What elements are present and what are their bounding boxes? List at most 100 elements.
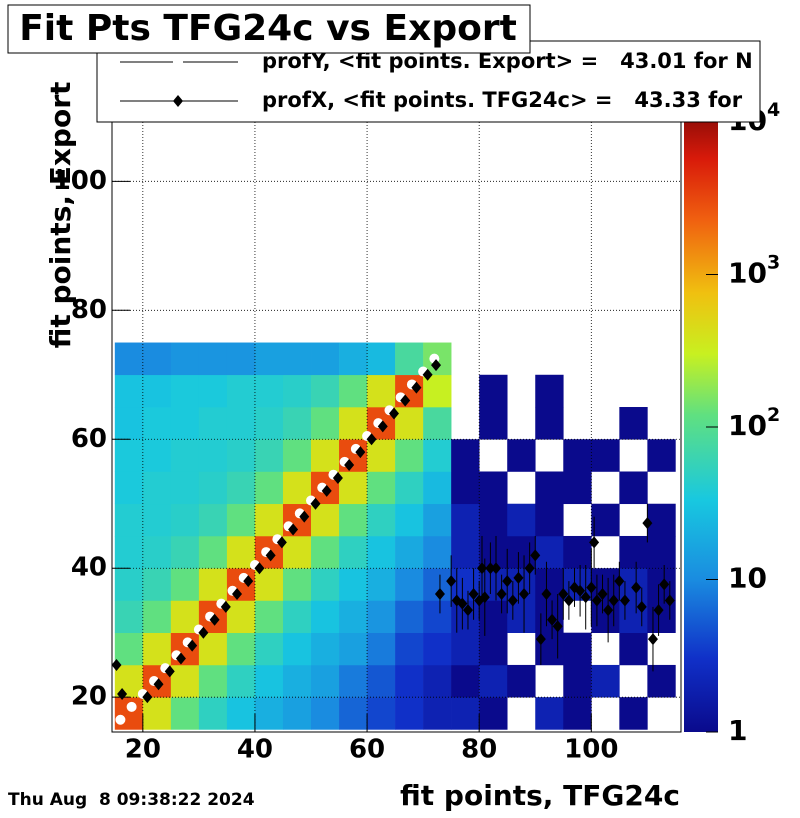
heatmap-cell bbox=[395, 632, 424, 666]
profile-point bbox=[496, 588, 507, 601]
color-bar-label-exponent: 4 bbox=[767, 99, 780, 121]
heatmap-cell bbox=[226, 374, 256, 408]
heatmap-cell bbox=[339, 600, 368, 633]
heatmap-cell bbox=[226, 632, 256, 666]
heatmap-cell bbox=[282, 568, 312, 601]
heatmap-cell bbox=[367, 664, 396, 698]
heatmap-cell bbox=[311, 374, 340, 408]
color-bar-label: 102 bbox=[728, 404, 780, 443]
heatmap-cell bbox=[311, 342, 340, 376]
profile-point bbox=[608, 594, 619, 607]
profile-point bbox=[142, 691, 153, 704]
heatmap-cell bbox=[282, 503, 312, 537]
legend-box bbox=[96, 40, 761, 123]
heatmap-cell bbox=[170, 342, 200, 376]
heatmap-cell bbox=[647, 535, 676, 569]
profile-point bbox=[589, 536, 600, 549]
heatmap-cell bbox=[226, 342, 256, 376]
heatmap-cell bbox=[142, 407, 172, 440]
profile-point bbox=[232, 588, 243, 601]
heatmap-cell bbox=[282, 439, 312, 472]
heatmap-cell bbox=[479, 632, 508, 666]
heatmap-cell bbox=[395, 503, 424, 537]
profile-point bbox=[524, 562, 535, 575]
chart-title: Fit Pts TFG24c vs Export bbox=[19, 8, 517, 49]
heatmap-cell bbox=[395, 471, 424, 505]
color-bar-label-base: 1 bbox=[728, 714, 747, 747]
heatmap-cell bbox=[507, 439, 536, 472]
heatmap-cell bbox=[114, 471, 144, 505]
heatmap-cell bbox=[423, 600, 452, 633]
heatmap-cell bbox=[619, 697, 648, 730]
heatmap-cell bbox=[226, 600, 256, 633]
heatmap-cell bbox=[507, 535, 536, 569]
heatmap-cell bbox=[142, 471, 172, 505]
heatmap-cell bbox=[451, 664, 480, 698]
heatmap-cell bbox=[198, 664, 228, 698]
heatmap-cell bbox=[142, 342, 172, 376]
heatmap-cell bbox=[591, 439, 620, 472]
y-tick-label: 40 bbox=[71, 553, 107, 583]
profile-point bbox=[603, 604, 614, 617]
heatmap-cell bbox=[395, 697, 424, 730]
heatmap-cell bbox=[619, 471, 648, 505]
heatmap-cell bbox=[395, 374, 424, 408]
heatmap-cell bbox=[170, 535, 200, 569]
heatmap-cell bbox=[395, 600, 424, 633]
color-bar-label-exponent: 3 bbox=[767, 251, 780, 273]
heatmap-cell bbox=[367, 503, 396, 537]
heatmap-cell bbox=[647, 439, 676, 472]
profile-point bbox=[321, 484, 332, 497]
heatmap-cell bbox=[339, 697, 368, 730]
profile-point bbox=[491, 562, 502, 575]
heatmap-cell bbox=[114, 342, 144, 376]
heatmap-cell bbox=[479, 471, 508, 505]
profile-point bbox=[431, 359, 442, 372]
heatmap-cell bbox=[479, 407, 508, 440]
color-bar-label: 103 bbox=[728, 251, 780, 290]
heatmap-cell bbox=[254, 471, 284, 505]
color-bar-label: 10 bbox=[728, 562, 767, 595]
heatmap-cell bbox=[395, 535, 424, 569]
heatmap-cell bbox=[114, 535, 144, 569]
x-tick-label: 40 bbox=[237, 735, 273, 765]
heatmap-cell bbox=[198, 471, 228, 505]
heatmap-cell bbox=[282, 407, 312, 440]
heatmap-cell bbox=[254, 600, 284, 633]
heatmap-cell bbox=[142, 439, 172, 472]
profile-point bbox=[153, 678, 164, 691]
heatmap-cell bbox=[311, 407, 340, 440]
heatmap-cell bbox=[563, 471, 592, 505]
heatmap-cell bbox=[311, 697, 340, 730]
heatmap-cell bbox=[198, 568, 228, 601]
profile-point bbox=[310, 497, 321, 510]
profile-point bbox=[355, 446, 366, 459]
heatmap-cell bbox=[423, 664, 452, 698]
profile-point bbox=[619, 594, 630, 607]
x-tick-label: 100 bbox=[564, 735, 618, 765]
heatmap-cell bbox=[226, 407, 256, 440]
heatmap-cell bbox=[254, 664, 284, 698]
profile-point bbox=[614, 575, 625, 588]
heatmap-cell bbox=[423, 471, 452, 505]
x-tick-label: 60 bbox=[349, 735, 385, 765]
heatmap-cell bbox=[114, 697, 144, 730]
heatmap-cell bbox=[535, 407, 564, 440]
heatmap-cell bbox=[311, 535, 340, 569]
heatmap-cell bbox=[647, 664, 676, 698]
heatmap-cell bbox=[367, 374, 396, 408]
heatmap-cell bbox=[423, 697, 452, 730]
heatmap-cell bbox=[591, 664, 620, 698]
heatmap-cell bbox=[591, 503, 620, 537]
profile-point bbox=[126, 701, 137, 712]
profile-point bbox=[164, 665, 175, 678]
heatmap-cell bbox=[282, 342, 312, 376]
color-bar-label-base: 10 bbox=[728, 257, 767, 290]
profile-point bbox=[220, 600, 231, 613]
profile-point bbox=[485, 562, 496, 575]
x-axis-label: fit points, TFG24c bbox=[400, 779, 680, 812]
x-tick-label: 80 bbox=[461, 735, 497, 765]
heatmap-cell bbox=[535, 503, 564, 537]
heatmap-cell bbox=[170, 439, 200, 472]
heatmap-cell bbox=[395, 439, 424, 472]
